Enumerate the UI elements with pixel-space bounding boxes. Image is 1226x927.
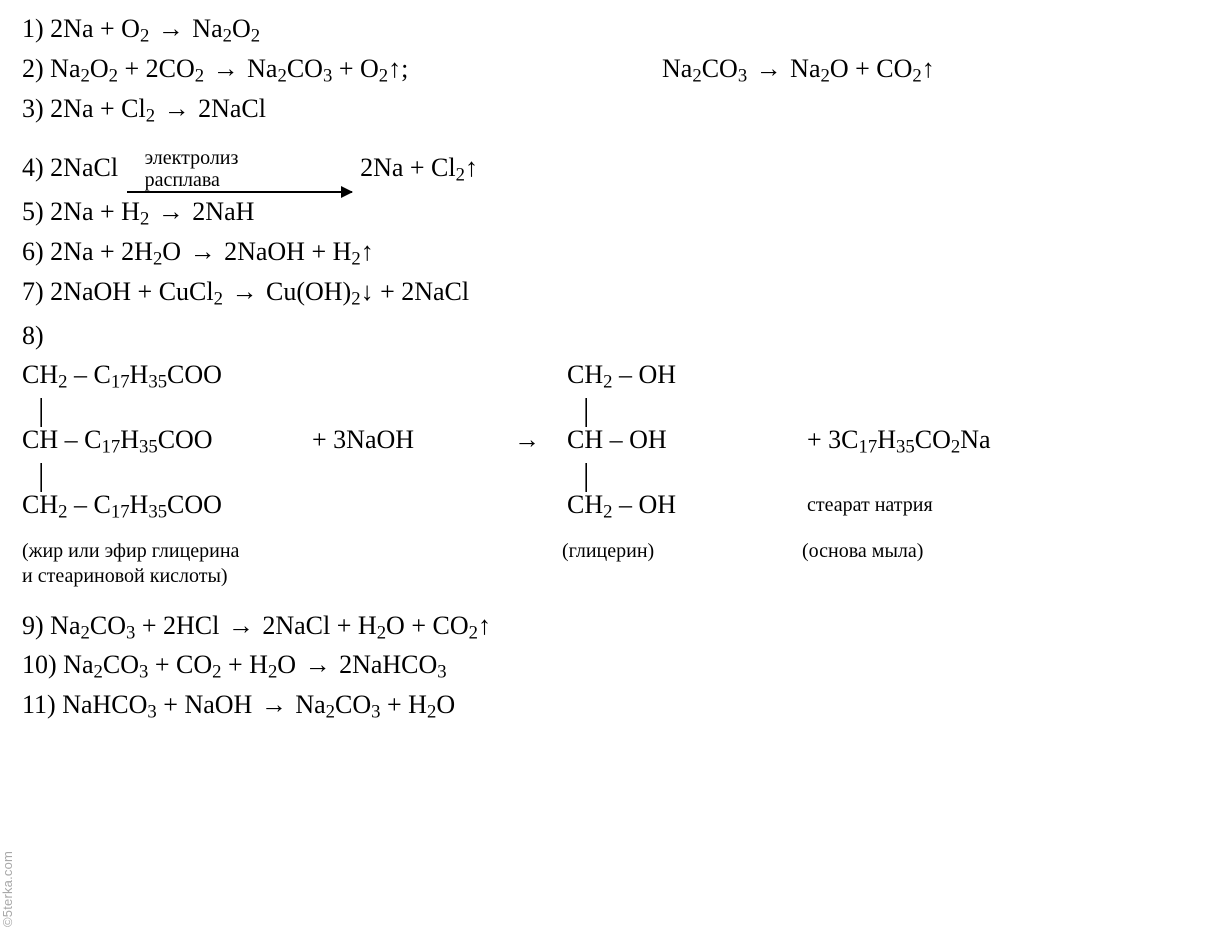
caption-reactant: (жир или эфир глицерина и стеариновой ки… — [22, 539, 562, 589]
bond-icon: | — [22, 459, 312, 489]
bond-icon: | — [22, 394, 312, 424]
caption-line1: (жир или эфир глицерина — [22, 540, 239, 562]
reactant-top: CH2 – C17H35COO — [22, 359, 312, 394]
eq-11: 11) NaHCO3 + NaOH → Na2CO3 + H2O — [22, 686, 1226, 726]
eq-5: 5) 2Na + H2 → 2NaH — [22, 193, 1226, 233]
eq-number: 9) — [22, 611, 44, 640]
eq-left: 2NaCl — [50, 153, 118, 182]
watermark: ©5terka.com — [0, 851, 15, 927]
product-bot: CH2 – OH — [557, 489, 807, 524]
caption-glycerol: (глицерин) — [562, 539, 802, 589]
eq-body: Na2CO3 + 2HCl → 2NaCl + H2O + CO2↑ — [50, 611, 491, 640]
eq-number: 7) — [22, 277, 44, 306]
caption-soap: (основа мыла) — [802, 539, 1182, 589]
eq-2: 2) Na2O2 + 2CO2 → Na2CO3 + O2↑; Na2CO3 →… — [22, 50, 1226, 90]
eq-number: 2) — [22, 54, 44, 83]
product-stearate: + 3C17H35CO2Na — [807, 424, 1187, 459]
arrow-line-icon — [127, 191, 352, 193]
eq-number: 5) — [22, 197, 44, 226]
product-top: CH2 – OH — [557, 359, 807, 394]
arrow-label-1: электролиз — [145, 147, 239, 169]
eq-4: 4) 2NaCl электролиз расплава 2Na + Cl2↑ — [22, 147, 1226, 193]
bond-icon: | — [557, 459, 807, 489]
eq-body: Na2CO3 + CO2 + H2O → 2NaHCO3 — [63, 650, 446, 679]
eq-body: 2Na + Cl2 → 2NaCl — [50, 94, 266, 123]
eq-body: 2NaOH + CuCl2 → Cu(OH)2↓ + 2NaCl — [50, 277, 469, 306]
eq-body: NaHCO3 + NaOH → Na2CO3 + H2O — [62, 690, 455, 719]
eq-number: 11) — [22, 690, 56, 719]
eq-number: 8) — [22, 321, 44, 350]
eq-side: Na2CO3 → Na2O + CO2↑ — [662, 54, 935, 83]
eq-9: 9) Na2CO3 + 2HCl → 2NaCl + H2O + CO2↑ — [22, 607, 1226, 647]
eq-6: 6) 2Na + 2H2O → 2NaOH + H2↑ — [22, 233, 1226, 273]
eq-body: 2Na + H2 → 2NaH — [50, 197, 254, 226]
eq-7: 7) 2NaOH + CuCl2 → Cu(OH)2↓ + 2NaCl — [22, 273, 1226, 313]
eq-10: 10) Na2CO3 + CO2 + H2O → 2NaHCO3 — [22, 646, 1226, 686]
caption-line2: и стеариновой кислоты) — [22, 565, 228, 587]
eq-number: 6) — [22, 237, 44, 266]
eq-1: 1) 2Na + O2 → Na2O2 — [22, 10, 1226, 50]
arrow-label-2: расплава — [145, 169, 220, 191]
reactant-mid: CH – C17H35COO — [22, 424, 312, 459]
eq-body: Na2O2 + 2CO2 → Na2CO3 + O2↑; — [50, 54, 408, 83]
eq-number: 3) — [22, 94, 44, 123]
eq-right: 2Na + Cl2↑ — [360, 153, 478, 182]
equation-list: 1) 2Na + O2 → Na2O2 2) Na2O2 + 2CO2 → Na… — [0, 0, 1226, 726]
eq-number: 4) — [22, 153, 44, 182]
reagent: + 3NaOH — [312, 424, 512, 457]
eq-8-number-row: 8) — [22, 317, 1226, 355]
eq-body: 2Na + 2H2O → 2NaOH + H2↑ — [50, 237, 374, 266]
eq-8-captions: (жир или эфир глицерина и стеариновой ки… — [22, 539, 1226, 589]
eq-body: 2Na + O2 → Na2O2 — [50, 14, 260, 43]
eq-number: 10) — [22, 650, 57, 679]
stearate-caption: стеарат натрия — [807, 489, 1187, 518]
product-mid: CH – OH — [557, 424, 807, 457]
arrow-icon: → — [512, 424, 557, 457]
eq-8-structure: CH2 – C17H35COO CH2 – OH | | CH – C17H35… — [22, 359, 1226, 525]
eq-number: 1) — [22, 14, 44, 43]
reactant-bot: CH2 – C17H35COO — [22, 489, 312, 524]
labeled-arrow: электролиз расплава — [127, 147, 352, 193]
eq-3: 3) 2Na + Cl2 → 2NaCl — [22, 90, 1226, 130]
bond-icon: | — [557, 394, 807, 424]
